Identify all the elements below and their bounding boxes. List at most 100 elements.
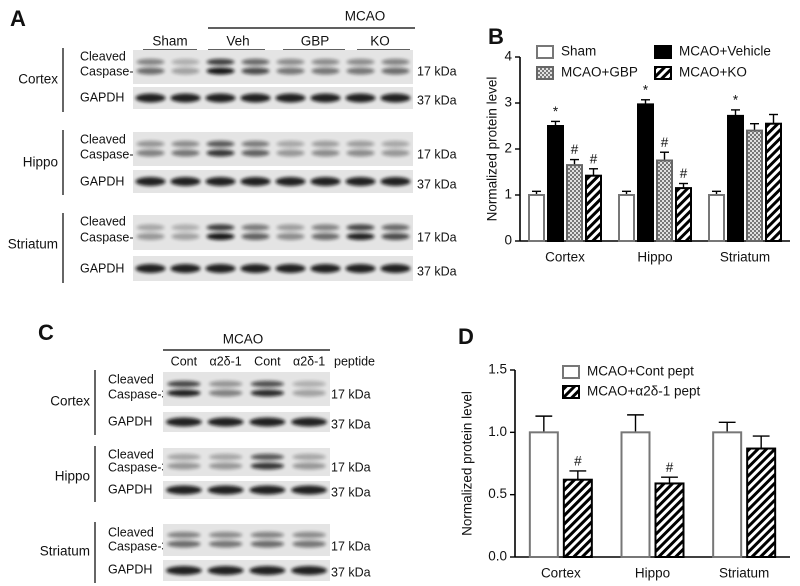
blot-band (291, 566, 328, 575)
blot-band (171, 233, 200, 240)
lane-label: Cont (254, 354, 281, 368)
blot-band (207, 417, 244, 427)
blot-band (276, 224, 305, 231)
significance-mark: # (666, 460, 674, 475)
blot-band (208, 531, 243, 539)
bar (656, 159, 673, 242)
bar (727, 114, 744, 242)
blot-strip (133, 170, 413, 193)
blot-band (241, 149, 270, 157)
blot-band (310, 177, 341, 186)
blot-band (380, 93, 411, 103)
legend-label: MCAO+α2δ-1 pept (587, 384, 700, 399)
y-axis-label: Normalized protein level (485, 77, 500, 222)
blot-header: MCAO (345, 9, 386, 24)
group-label: Sham (152, 34, 187, 49)
legend-swatch (536, 66, 554, 80)
blot-strip (163, 560, 330, 581)
blot-band (291, 485, 328, 495)
size-label: 17 kDa (331, 460, 371, 474)
blot-band (250, 531, 285, 539)
blot-band (276, 140, 305, 148)
bar (746, 447, 777, 559)
region-label: Striatum (40, 544, 90, 559)
region-label: Striatum (8, 237, 58, 252)
blot-band (170, 177, 201, 186)
blot-band (311, 233, 340, 240)
blot-band (311, 67, 340, 75)
blot-band (165, 417, 202, 427)
bar (708, 194, 725, 242)
y-tick-label: 0 (504, 233, 512, 248)
significance-mark: # (574, 454, 582, 469)
legend-swatch (654, 45, 672, 59)
region-label: Cortex (50, 394, 90, 409)
blot-band (167, 453, 201, 461)
blot-band (276, 58, 305, 66)
blot-band (208, 380, 243, 388)
blot-band (208, 389, 243, 397)
size-label: 17 kDa (417, 230, 457, 244)
significance-mark: # (661, 135, 669, 150)
legend-swatch (562, 365, 580, 379)
blot-band (206, 67, 235, 75)
blot-band (167, 389, 201, 397)
blot-band (249, 566, 286, 575)
blot-band (136, 58, 165, 66)
blot-strip (163, 372, 330, 406)
y-tick-label: 1.5 (488, 362, 507, 377)
blot-band (380, 264, 411, 273)
blot-band (311, 224, 340, 231)
size-label: 37 kDa (331, 417, 371, 431)
size-label: 37 kDa (417, 93, 457, 107)
blot-band (135, 177, 166, 186)
blot-band (276, 67, 305, 75)
blot-band (276, 233, 305, 240)
blot-band (165, 485, 202, 495)
blot-band (310, 93, 341, 103)
blot-band (250, 462, 285, 470)
significance-mark: * (553, 104, 559, 119)
blot-band (241, 140, 270, 148)
blot-band (240, 264, 271, 273)
target-label: Cleaved (108, 525, 154, 539)
target-label: Caspase-3 (80, 230, 140, 244)
bar (585, 174, 602, 242)
blot-band (207, 485, 244, 495)
group-label: Veh (226, 34, 249, 49)
blot-strip (163, 481, 330, 499)
size-label: 17 kDa (331, 539, 371, 553)
significance-mark: * (733, 92, 739, 107)
blot-strip (163, 524, 330, 556)
blot-strip (133, 87, 413, 109)
legend-swatch (654, 66, 672, 80)
region-label: Cortex (18, 72, 58, 87)
panel-letter: C (38, 320, 54, 345)
blot-band (136, 224, 165, 231)
region-label: Hippo (23, 155, 58, 170)
blot-band (171, 58, 200, 66)
blot-band (206, 233, 235, 240)
blot-strip (163, 448, 330, 476)
blot-band (207, 566, 244, 575)
blot-band (167, 462, 201, 470)
target-label: Cleaved (108, 372, 154, 386)
blot-band (205, 177, 236, 186)
blot-band (136, 140, 165, 148)
loading-label: GAPDH (80, 90, 124, 104)
blot-band (275, 177, 306, 186)
blot-band (171, 140, 200, 148)
blot-band (346, 149, 375, 157)
size-label: 17 kDa (331, 387, 371, 401)
blot-band (345, 93, 376, 103)
blot-band (171, 224, 200, 231)
blot-band (205, 93, 236, 103)
blot-band (206, 224, 235, 231)
panel-letter: A (10, 6, 26, 31)
bar (620, 431, 651, 559)
blot-band (241, 58, 270, 66)
blot-band (241, 67, 270, 75)
blot-band (310, 264, 341, 273)
blot-band (205, 264, 236, 273)
